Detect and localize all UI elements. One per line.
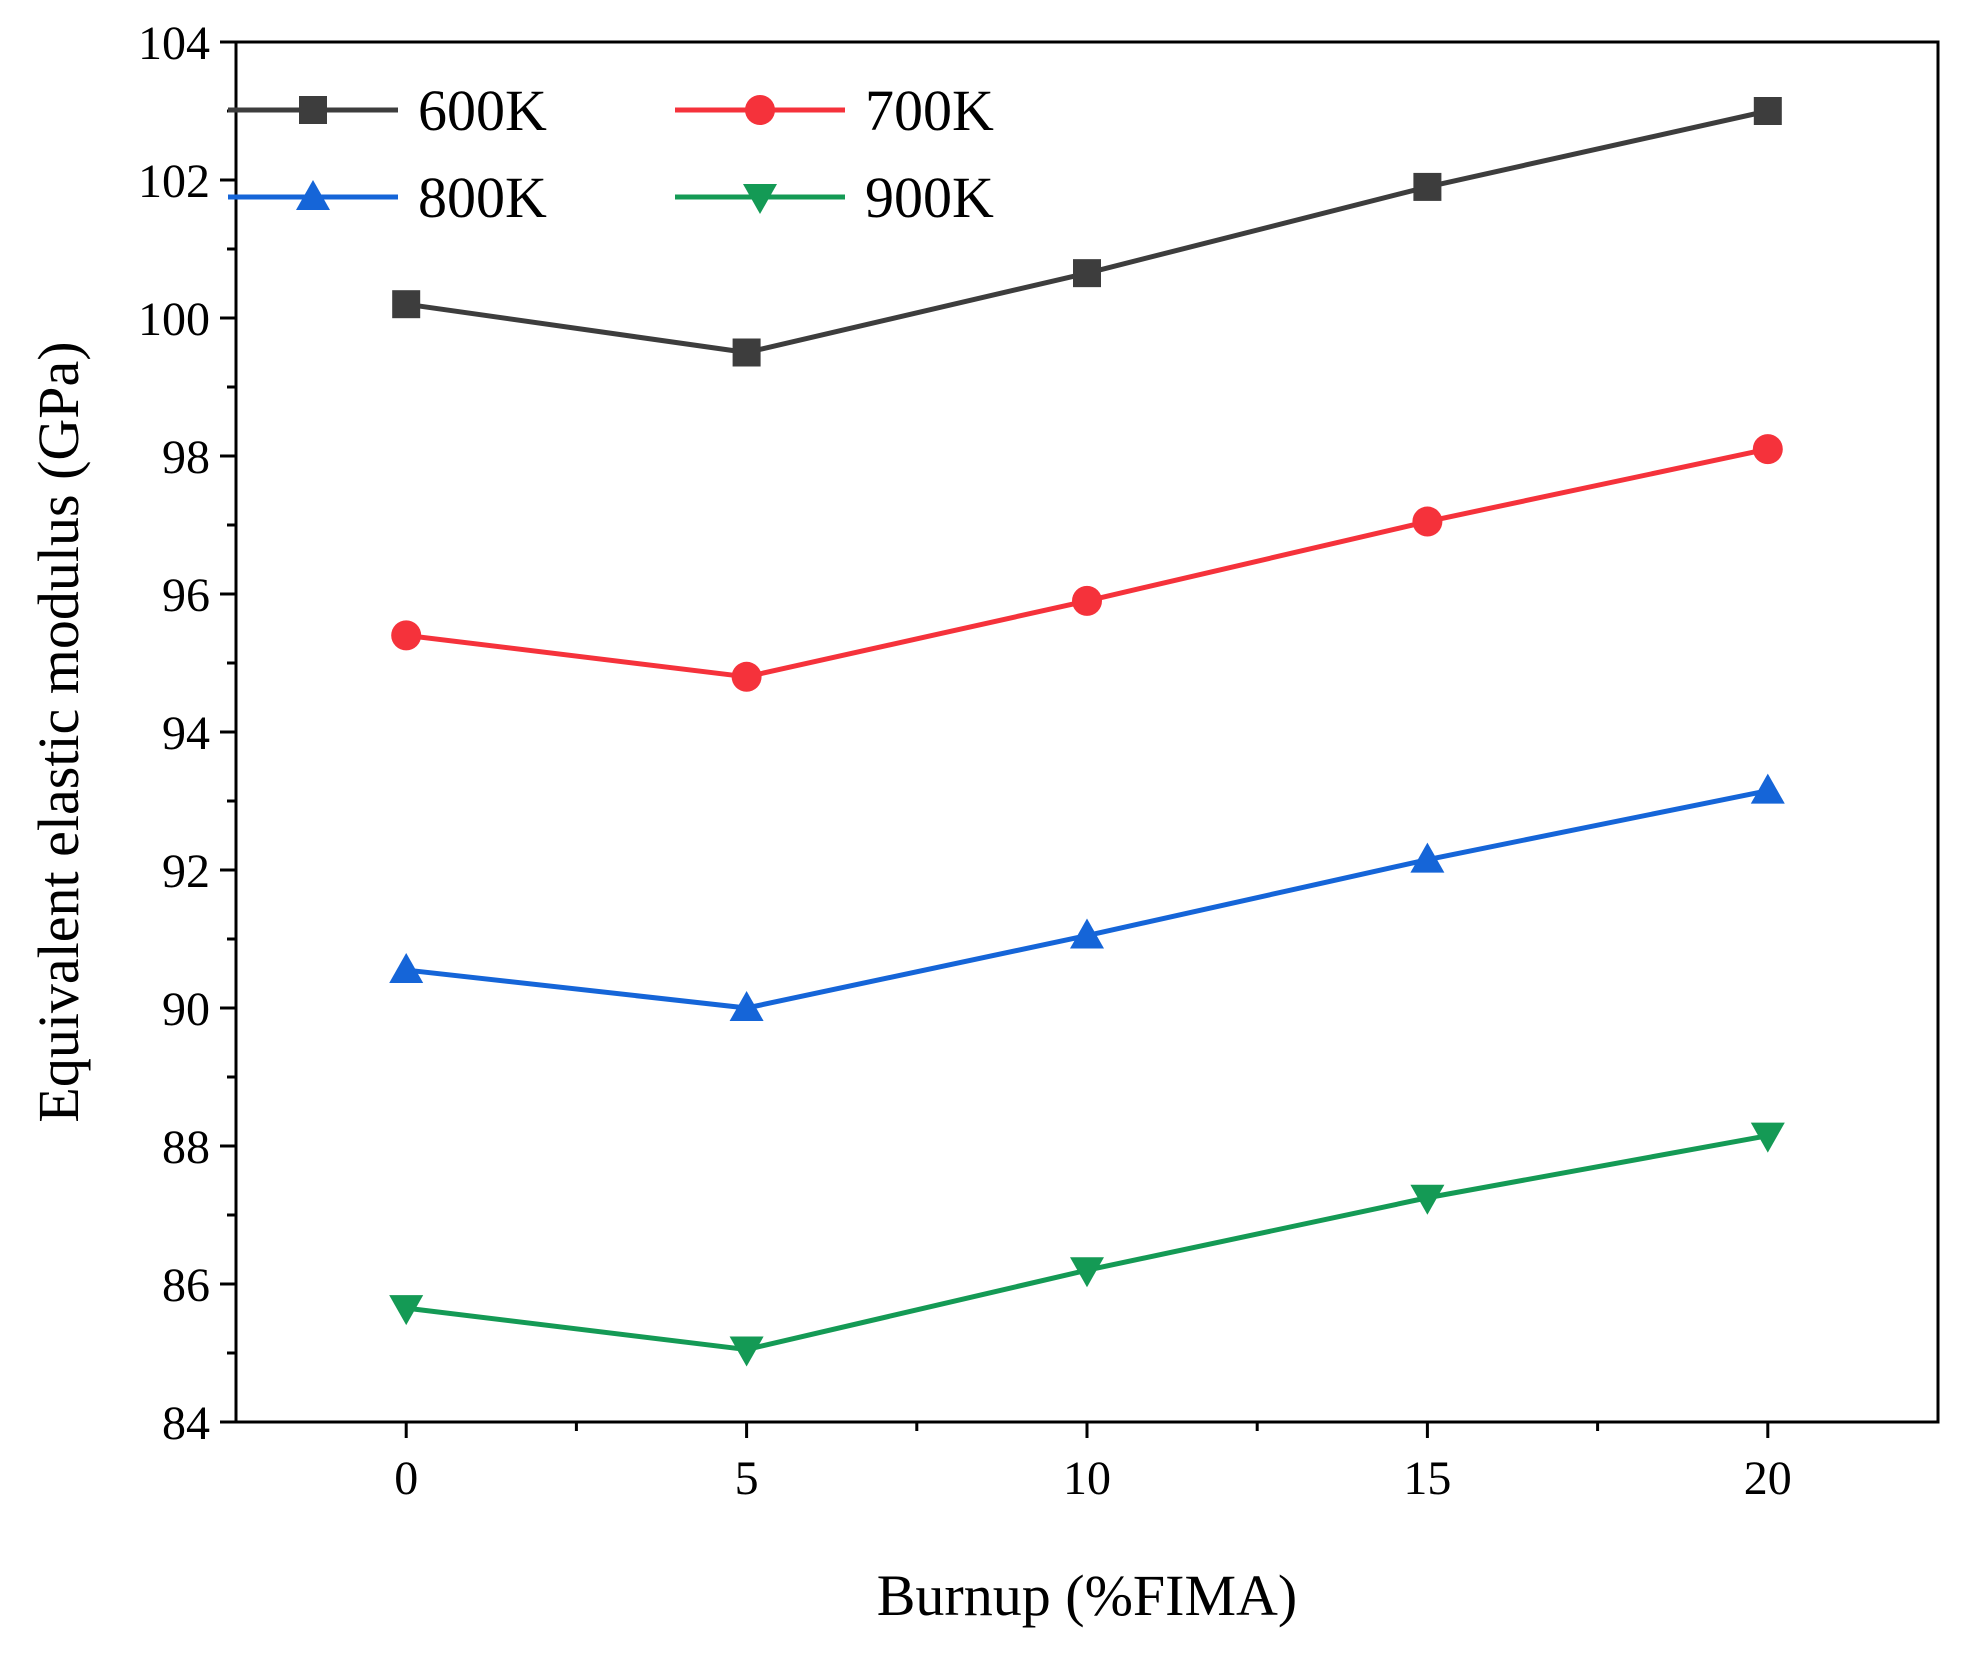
legend-label-900k: 900K — [865, 165, 994, 230]
y-tick-label: 92 — [162, 845, 210, 898]
series-line-900k — [405, 1133, 1769, 1353]
legend-label-700k: 700K — [865, 78, 994, 143]
legend-marker-700k — [745, 95, 775, 125]
y-tick-label: 88 — [162, 1121, 210, 1174]
series-line-800k — [405, 788, 1769, 1011]
data-point-600k — [1753, 97, 1782, 125]
series-lines — [405, 108, 1769, 1353]
x-tick-label: 20 — [1744, 1452, 1792, 1505]
series-markers — [389, 97, 1785, 1367]
data-point-900k — [729, 1336, 764, 1367]
y-tick-label: 86 — [162, 1259, 210, 1312]
y-tick-label: 90 — [162, 983, 210, 1036]
data-point-900k — [1070, 1257, 1104, 1288]
x-tick-label: 0 — [394, 1452, 418, 1505]
data-point-900k — [1750, 1122, 1785, 1153]
data-point-700k — [731, 661, 762, 692]
data-point-700k — [1752, 434, 1783, 465]
series-line-700k — [405, 446, 1769, 680]
plot-frame — [234, 40, 1940, 1424]
x-tick-label: 5 — [735, 1452, 759, 1505]
legend-label-800k: 800K — [418, 165, 547, 230]
y-tick-label: 100 — [138, 293, 210, 346]
legend-label-600k: 600K — [418, 78, 547, 143]
y-tick-label: 104 — [138, 17, 210, 70]
y-tick-label: 94 — [162, 707, 210, 760]
data-point-600k — [392, 290, 421, 319]
data-point-800k — [389, 953, 424, 984]
data-point-900k — [389, 1295, 424, 1326]
axis-ticks: 84 86 88 90 92 94 96 98 100 102 104 0 5 10 15 20 — [138, 17, 1792, 1505]
series-line-600k — [405, 108, 1769, 355]
y-tick-label: 102 — [138, 155, 210, 208]
data-point-700k — [391, 620, 422, 651]
x-tick-label: 15 — [1403, 1452, 1451, 1505]
legend-marker-900k — [743, 184, 777, 214]
data-point-700k — [1072, 585, 1102, 616]
data-point-800k — [729, 991, 764, 1021]
legend-marker-800k — [296, 180, 330, 210]
legend-marker-600k — [299, 96, 327, 124]
data-point-900k — [1410, 1184, 1445, 1215]
legend: 600K 700K 800K 900K — [228, 78, 994, 230]
x-tick-label: 10 — [1063, 1452, 1111, 1505]
data-point-800k — [1410, 842, 1445, 873]
x-axis-title: Burnup (%FIMA) — [877, 1563, 1297, 1628]
data-point-600k — [1073, 259, 1101, 288]
y-tick-label: 98 — [162, 431, 210, 484]
y-tick-label: 84 — [162, 1397, 210, 1450]
data-point-800k — [1070, 918, 1104, 949]
data-point-700k — [1412, 506, 1443, 537]
y-axis-title: Equivalent elastic modulus (GPa) — [26, 341, 91, 1122]
y-tick-label: 96 — [162, 569, 210, 622]
data-point-600k — [732, 338, 761, 367]
data-point-800k — [1750, 773, 1785, 804]
data-point-600k — [1413, 172, 1442, 201]
